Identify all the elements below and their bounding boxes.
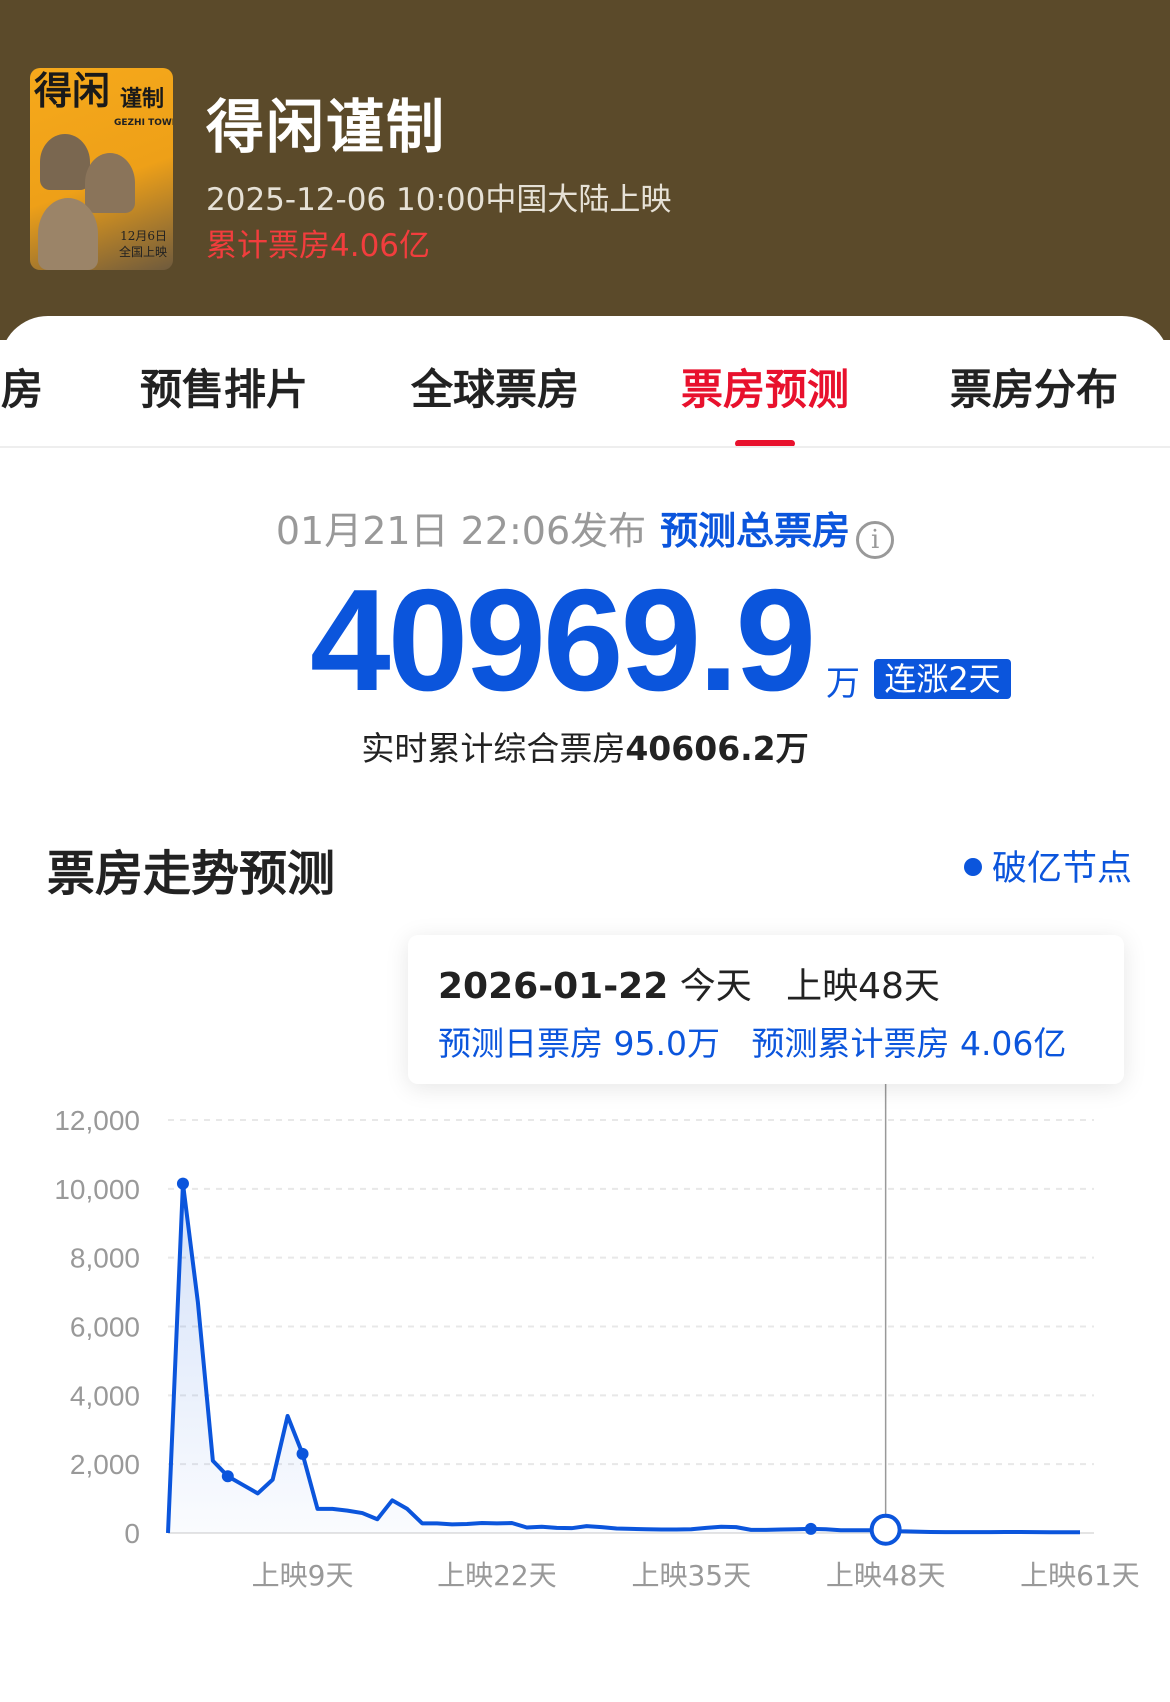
today-point [869,1513,902,1546]
legend-dot-icon [964,858,982,876]
poster-english: GEZHI TOWN [114,118,173,128]
poster-title-small: 谨制 [120,87,165,112]
forecast-total-value: 40969.9 [310,559,816,721]
series-line [166,1181,1080,1535]
x-tick-label: 上映61天 [1020,1559,1140,1592]
chart-tooltip: 2026-01-22 今天 上映48天 预测日票房 95.0万 预测累计票房 4… [408,935,1124,1084]
info-icon[interactable]: i [856,521,895,559]
legend-label: 破亿节点 [992,849,1133,889]
poster-release: 全国上映 [118,245,167,259]
movie-header: 得闲 谨制 GEZHI TOWN 12月6日全国上映 得闲谨制 2025-12-… [0,0,1170,340]
tooltip-days: 上映48天 [786,966,940,1007]
release-date: 2025-12-06 10:00中国大陆上映 [206,182,672,218]
x-tick-label: 上映9天 [252,1559,354,1592]
realtime-box-office: 实时累计综合票房40606.2万 [0,722,1170,770]
tooltip-date: 2026-01-22 [438,966,669,1007]
tab-global[interactable]: 全球票房 [410,365,580,414]
movie-title: 得闲谨制 [206,93,447,161]
tooltip-daily: 预测日票房 95.0万 [438,1024,720,1063]
x-tick-label: 上映35天 [631,1559,751,1592]
milestone-point [296,1447,309,1460]
tab-divider [0,446,1170,448]
tooltip-cumulative: 预测累计票房 4.06亿 [751,1024,1067,1063]
forecast-unit: 万 [826,664,860,704]
x-tick-label: 上映48天 [826,1559,946,1592]
publish-time: 01月21日 22:06发布 [275,509,647,553]
y-tick-label: 8,000 [70,1243,140,1274]
y-tick-label: 12,000 [54,1105,140,1136]
y-tick-label: 4,000 [70,1380,140,1411]
tab-presale[interactable]: 预售排片 [139,365,309,414]
area-fill [168,1183,1080,1533]
y-tick-label: 10,000 [54,1174,140,1205]
poster-title: 得闲 [34,68,111,113]
y-tick-label: 6,000 [70,1312,140,1343]
realtime-value: 40606.2万 [625,729,809,768]
y-tick-label: 2,000 [70,1449,140,1480]
publish-line: 01月21日 22:06发布 预测总票房 i [0,500,1170,559]
tab-box-office[interactable]: 房 [0,365,44,414]
realtime-label: 实时累计综合票房 [361,729,626,768]
cumulative-box-office: 累计票房4.06亿 [206,228,431,264]
movie-poster[interactable]: 得闲 谨制 GEZHI TOWN 12月6日全国上映 [30,68,173,270]
tab-forecast[interactable]: 票房预测 [680,365,850,414]
milestone-point [176,1177,189,1190]
poster-date: 12月6日 [120,229,167,243]
tooltip-today: 今天 [679,966,752,1007]
trend-badge: 连涨2天 [874,659,1011,699]
x-tick-label: 上映22天 [437,1559,557,1592]
section-title: 票房走势预测 [47,846,336,902]
milestone-point [804,1522,817,1535]
milestone-point [221,1470,234,1483]
legend-milestone[interactable]: 破亿节点 [964,840,1132,891]
y-tick-label: 0 [124,1518,140,1549]
active-tab-indicator [735,440,795,447]
tab-distribution[interactable]: 票房分布 [949,365,1119,414]
forecast-total-label: 预测总票房 [660,509,851,553]
